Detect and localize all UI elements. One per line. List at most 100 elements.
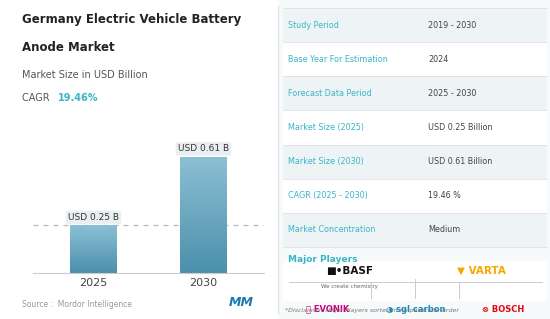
Bar	[180, 267, 227, 269]
Text: MM: MM	[228, 296, 253, 309]
Bar	[70, 243, 117, 244]
Bar	[180, 178, 227, 180]
Text: We create chemistry: We create chemistry	[321, 284, 378, 289]
Bar	[70, 258, 117, 259]
Bar	[180, 224, 227, 226]
Bar	[70, 241, 117, 242]
Bar	[70, 256, 117, 257]
Text: Market Size in USD Billion: Market Size in USD Billion	[22, 70, 148, 80]
Bar	[70, 242, 117, 243]
Bar	[180, 191, 227, 194]
Bar	[180, 199, 227, 201]
Text: Medium: Medium	[428, 225, 461, 234]
Bar	[180, 251, 227, 253]
Text: *Disclaimer: Major Players sorted in no particular order: *Disclaimer: Major Players sorted in no …	[285, 308, 459, 313]
Bar	[70, 263, 117, 264]
Bar	[180, 240, 227, 242]
Bar	[180, 261, 227, 263]
Bar	[180, 205, 227, 207]
Bar	[180, 186, 227, 188]
Bar	[180, 248, 227, 249]
Text: 19.46%: 19.46%	[58, 93, 98, 102]
Bar	[180, 257, 227, 259]
Bar	[70, 245, 117, 246]
Bar	[180, 259, 227, 261]
Bar	[70, 251, 117, 252]
Bar	[70, 233, 117, 234]
Bar	[180, 263, 227, 265]
Text: USD 0.25 B: USD 0.25 B	[68, 213, 119, 222]
Bar	[180, 182, 227, 184]
Bar	[70, 250, 117, 251]
Text: Anode Market: Anode Market	[22, 41, 114, 55]
Bar	[180, 174, 227, 176]
Bar	[180, 170, 227, 172]
Bar	[180, 209, 227, 211]
Text: Base Year For Estimation: Base Year For Estimation	[288, 55, 387, 64]
Bar	[70, 237, 117, 238]
Bar	[180, 232, 227, 234]
Bar	[180, 172, 227, 174]
Bar	[180, 242, 227, 244]
Bar	[180, 207, 227, 209]
Bar	[180, 213, 227, 215]
Text: ■•BASF: ■•BASF	[326, 266, 373, 276]
Text: ⊗ BOSCH: ⊗ BOSCH	[482, 305, 524, 314]
Bar	[180, 197, 227, 199]
Bar	[70, 232, 117, 233]
Text: 19.46 %: 19.46 %	[428, 191, 461, 200]
Text: Study Period: Study Period	[288, 20, 339, 30]
Bar	[180, 217, 227, 219]
Bar	[180, 176, 227, 178]
Bar	[180, 219, 227, 220]
Bar	[70, 264, 117, 265]
Bar	[70, 266, 117, 267]
Bar	[70, 253, 117, 254]
Bar	[70, 231, 117, 232]
Bar	[70, 248, 117, 249]
Bar	[180, 201, 227, 203]
Text: 2025 - 2030: 2025 - 2030	[428, 89, 477, 98]
Bar	[70, 255, 117, 256]
Text: ▼ VARTA: ▼ VARTA	[457, 266, 505, 276]
Bar	[70, 228, 117, 229]
Text: CAGR (2025 - 2030): CAGR (2025 - 2030)	[288, 191, 367, 200]
Bar	[70, 226, 117, 227]
Bar	[180, 249, 227, 251]
Bar	[70, 240, 117, 241]
Bar	[180, 226, 227, 228]
Text: 2019 - 2030: 2019 - 2030	[428, 20, 477, 30]
Bar	[70, 227, 117, 228]
Bar	[70, 249, 117, 250]
Bar	[70, 244, 117, 245]
Bar	[180, 244, 227, 246]
Bar	[180, 160, 227, 163]
Bar	[70, 262, 117, 263]
Text: Major Players: Major Players	[288, 255, 357, 264]
Bar	[70, 257, 117, 258]
Bar	[70, 230, 117, 231]
Bar	[180, 184, 227, 186]
Bar	[70, 235, 117, 236]
Bar	[180, 236, 227, 238]
Text: Forecast Data Period: Forecast Data Period	[288, 89, 371, 98]
Bar	[70, 271, 117, 272]
Text: Market Size (2030): Market Size (2030)	[288, 157, 364, 166]
Text: Market Size (2025): Market Size (2025)	[288, 123, 364, 132]
Text: Germany Electric Vehicle Battery: Germany Electric Vehicle Battery	[22, 13, 241, 26]
Text: USD 0.25 Billion: USD 0.25 Billion	[428, 123, 493, 132]
Bar	[180, 238, 227, 240]
Bar	[70, 267, 117, 268]
Bar	[180, 159, 227, 160]
Bar	[70, 259, 117, 260]
Bar	[180, 157, 227, 159]
Bar	[180, 211, 227, 213]
Bar	[180, 253, 227, 255]
Bar	[180, 255, 227, 257]
Bar	[180, 167, 227, 168]
Bar	[70, 252, 117, 253]
Bar	[180, 163, 227, 165]
Bar	[70, 225, 117, 226]
Bar	[180, 165, 227, 167]
Bar	[180, 265, 227, 267]
